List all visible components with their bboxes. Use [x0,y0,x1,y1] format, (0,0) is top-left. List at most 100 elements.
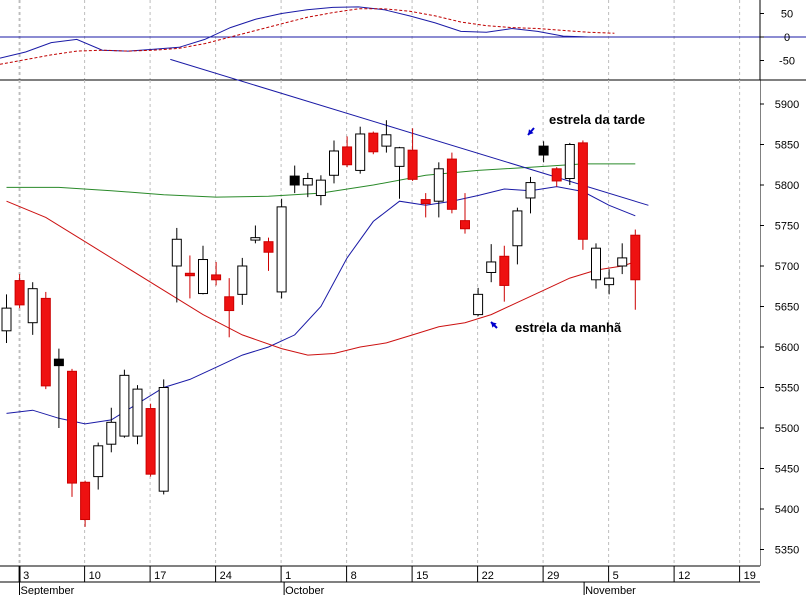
time-axis: 3 10 17 24 1 8 15 22 29 5 12 19 September October Nove… [0,565,760,595]
price-tick-label: 5450 [775,464,799,476]
candlestick [263,237,274,271]
candlestick [289,165,300,194]
candlestick [538,141,549,163]
candlestick [329,140,339,184]
candle-body [80,481,91,521]
candle-body [171,238,182,267]
annotation-arrow-head [491,322,497,328]
month-label: November [585,585,636,595]
candle-body [381,134,392,147]
candlestick [93,442,104,490]
candlestick [577,140,588,250]
candle-body [289,175,300,186]
candle-body [106,421,117,445]
candle-body [368,132,379,153]
candlestick [211,261,222,286]
candle-body [551,168,562,182]
price-background [0,80,760,566]
candlestick [184,255,195,299]
candle-body [564,144,575,180]
candlestick [355,126,366,174]
candle-body [250,237,261,241]
candlestick [630,229,641,310]
candlestick [158,379,169,495]
axis-tick-label: 29 [547,570,559,582]
axis-tick-label: 19 [744,570,756,582]
axis-background [0,566,760,595]
candlestick [591,243,601,289]
price-tick-label: 5800 [775,180,799,192]
axis-tick-label: 22 [482,570,494,582]
candlestick [407,128,418,181]
candlestick [394,146,405,199]
candle-body [315,179,326,197]
candlestick [119,369,130,438]
moving-average-short [6,200,636,356]
candle-body [224,296,235,312]
candle-body [27,288,38,324]
candle-body [145,408,156,475]
candlestick [237,257,248,305]
candlestick [551,167,562,187]
candlestick [27,282,38,335]
candlestick [460,193,470,234]
candle-body [604,277,615,286]
candlestick [1,294,12,343]
candle-body [460,220,470,230]
oscillator-background [0,0,806,80]
candle-body [617,257,628,267]
candle-body [512,210,523,247]
candlestick [198,245,208,295]
candlestick [473,287,484,317]
candlestick [342,136,353,168]
candle-body [302,178,313,186]
candle-body [329,150,339,176]
candle-body [184,272,195,277]
axis-tick-label: 1 [285,570,291,582]
oscillator-tick-label: -50 [779,56,795,68]
trendline [170,58,649,206]
candle-body [198,259,208,295]
candle-body [93,445,104,478]
candle-body [486,261,497,273]
annotation-arrow-head [528,129,534,135]
candlestick [368,131,379,155]
candlestick [14,274,25,309]
candlestick [40,291,51,390]
candle-body [158,387,169,492]
candlestick [106,407,117,453]
oscillator-panel: 50 0 -50 [0,0,806,566]
candle-body [433,168,444,202]
candlestick [617,243,628,275]
candle-body [119,374,130,437]
candle-body [538,145,549,156]
candlestick [302,172,313,198]
candle-body [473,293,484,316]
candlestick [512,207,523,265]
candle-body [67,370,77,484]
price-tick-label: 5750 [775,221,799,233]
month-label: October [285,585,324,595]
candle-body [132,388,143,437]
axis-tick-label: 15 [416,570,428,582]
candle-body [40,297,51,387]
candlestick [420,193,431,218]
annotation-label: estrela da manhã [515,320,622,335]
candle-body [420,199,431,205]
price-tick-label: 5700 [775,261,799,273]
oscillator-series-line [0,8,615,65]
candlestick [564,142,575,185]
oscillator-tick-label: 50 [781,9,793,21]
price-tick-label: 5500 [775,423,799,435]
candle-body [263,241,274,253]
candlestick [67,368,77,497]
candle-body [1,307,12,332]
candle-body [525,182,536,199]
candle-body [53,358,64,367]
candle-body [211,274,222,281]
candlestick [80,480,91,527]
candlestick [446,152,457,214]
candlestick [315,175,326,206]
price-tick-label: 5650 [775,302,799,314]
